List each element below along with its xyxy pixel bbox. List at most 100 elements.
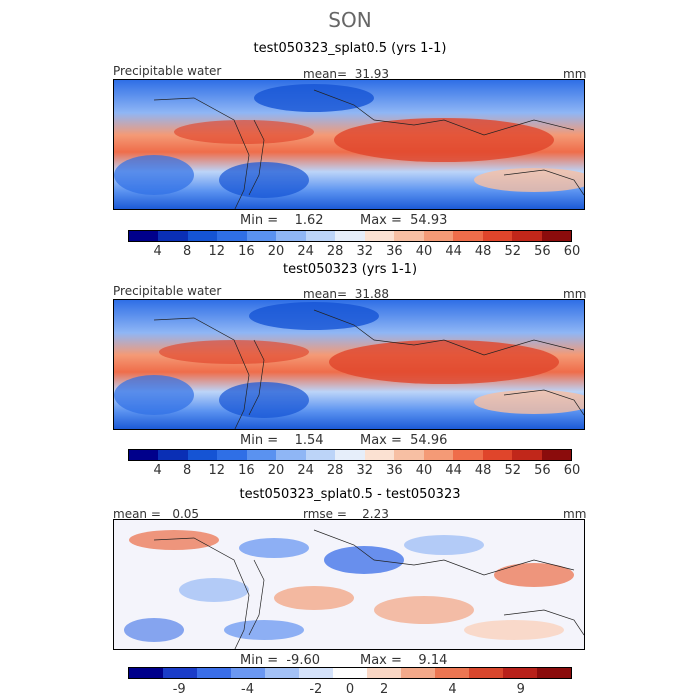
colorbar-tick-label: 48 <box>474 244 492 259</box>
panel-2-unit-label: mm <box>563 287 587 301</box>
colorbar-swatch <box>217 231 247 241</box>
colorbar-tick-label: -2 <box>309 682 323 697</box>
colorbar-tick-label: 60 <box>563 463 581 478</box>
colorbar-swatch <box>394 231 424 241</box>
colorbar-1 <box>128 230 572 242</box>
colorbar-tick-label: 24 <box>297 463 314 478</box>
panel-2-mean-label: mean= 31.88 <box>303 287 390 301</box>
colorbar-tick-label: 2 <box>380 682 389 697</box>
colorbar-swatch <box>246 450 277 460</box>
colorbar-tick-label: 56 <box>534 463 551 478</box>
colorbar-2 <box>128 449 572 461</box>
panel-3-mean-label: mean = 0.05 <box>113 507 200 521</box>
colorbar-swatch <box>187 231 218 241</box>
colorbar-tick-label: 60 <box>563 244 581 259</box>
colorbar-tick-label: 16 <box>238 244 255 259</box>
colorbar-tick-label: 4 <box>448 682 457 697</box>
colorbar-swatch <box>197 668 231 678</box>
panel-1-map-svg <box>114 80 584 209</box>
colorbar-swatch <box>482 450 513 460</box>
colorbar-3-ticks: -9 -4 -2 0 2 4 9 <box>128 682 572 698</box>
colorbar-swatch <box>333 668 367 678</box>
colorbar-swatch <box>158 450 188 460</box>
panel-1-min: Min = 1.62 <box>240 213 324 228</box>
colorbar-tick-label: 8 <box>183 244 192 259</box>
colorbar-1-ticks: 4 8 12 16 20 24 28 32 36 40 44 48 52 56 60 <box>128 244 580 260</box>
panel-3-min: Min = -9.60 <box>240 653 320 668</box>
colorbar-swatch <box>335 450 365 460</box>
colorbar-swatch <box>158 231 188 241</box>
colorbar-tick-label: 4 <box>153 463 162 478</box>
colorbar-tick-label: 48 <box>474 463 492 478</box>
colorbar-swatch <box>231 668 265 678</box>
colorbar-tick-label: 0 <box>345 682 355 697</box>
colorbar-tick-label: 56 <box>534 244 551 259</box>
colorbar-swatch <box>401 668 435 678</box>
panel-3-unit-label: mm <box>563 507 587 521</box>
colorbar-tick-label: 36 <box>386 244 403 259</box>
colorbar-swatch <box>512 231 542 241</box>
colorbar-tick-label: 40 <box>415 463 433 478</box>
panel-1-max: Max = 54.93 <box>360 213 448 228</box>
panel-2-map-svg <box>114 300 584 429</box>
colorbar-tick-label: -9 <box>172 682 186 697</box>
colorbar-tick-label: 52 <box>504 244 522 259</box>
colorbar-tick-label: 32 <box>356 463 374 478</box>
panel-2-max: Max = 54.96 <box>360 433 448 448</box>
colorbar-swatch <box>423 231 454 241</box>
colorbar-swatch <box>435 668 469 678</box>
colorbar-3 <box>128 667 572 679</box>
colorbar-swatch <box>335 231 365 241</box>
panel-3-title: test050323_splat0.5 - test050323 <box>239 487 461 502</box>
figure-title: SON <box>328 8 372 32</box>
colorbar-swatch <box>482 231 513 241</box>
colorbar-tick-label: 52 <box>504 463 522 478</box>
panel-3-max: Max = 9.14 <box>360 653 448 668</box>
colorbar-swatch <box>364 450 395 460</box>
colorbar-tick-label: 20 <box>267 244 285 259</box>
colorbar-tick-label: 8 <box>183 463 192 478</box>
colorbar-swatch <box>503 668 537 678</box>
colorbar-swatch <box>187 450 218 460</box>
colorbar-swatch <box>246 231 277 241</box>
colorbar-swatch <box>469 668 503 678</box>
panel-1-title: test050323_splat0.5 (yrs 1-1) <box>253 41 447 56</box>
colorbar-swatch <box>265 668 299 678</box>
panel-1-mean-label: mean= 31.93 <box>303 67 390 81</box>
colorbar-tick-label: 44 <box>445 244 462 259</box>
colorbar-swatch <box>163 668 197 678</box>
colorbar-tick-label: 16 <box>238 463 255 478</box>
colorbar-tick-label: 24 <box>297 244 314 259</box>
colorbar-swatch <box>541 450 572 460</box>
colorbar-tick-label: 28 <box>326 463 344 478</box>
colorbar-swatch <box>537 668 571 678</box>
colorbar-tick-label: 44 <box>445 463 462 478</box>
colorbar-swatch <box>394 450 424 460</box>
colorbar-swatch <box>423 450 454 460</box>
colorbar-swatch <box>453 231 483 241</box>
colorbar-tick-label: 28 <box>326 244 344 259</box>
colorbar-swatch <box>364 231 395 241</box>
colorbar-swatch <box>129 668 163 678</box>
colorbar-swatch <box>305 231 336 241</box>
panel-3-rmse-label: rmse = 2.23 <box>303 507 389 521</box>
panel-2-min: Min = 1.54 <box>240 433 324 448</box>
colorbar-tick-label: 12 <box>208 463 226 478</box>
colorbar-tick-label: 32 <box>356 244 374 259</box>
colorbar-tick-label: -4 <box>241 682 255 697</box>
panel-3-map-svg <box>114 520 584 649</box>
colorbar-tick-label: 36 <box>386 463 403 478</box>
panel-1-variable-label: Precipitable water <box>113 64 222 78</box>
colorbar-swatch <box>276 450 306 460</box>
colorbar-2-ticks: 4 8 12 16 20 24 28 32 36 40 44 48 52 56 60 <box>128 463 580 479</box>
colorbar-tick-label: 4 <box>153 244 162 259</box>
colorbar-swatch <box>129 450 159 460</box>
colorbar-swatch <box>305 450 336 460</box>
panel-2-variable-label: Precipitable water <box>113 284 222 298</box>
colorbar-swatch <box>129 231 159 241</box>
panel-1-map <box>113 79 585 210</box>
colorbar-swatch <box>217 450 247 460</box>
colorbar-swatch <box>367 668 401 678</box>
panel-2-title: test050323 (yrs 1-1) <box>282 262 418 277</box>
colorbar-swatch <box>512 450 542 460</box>
